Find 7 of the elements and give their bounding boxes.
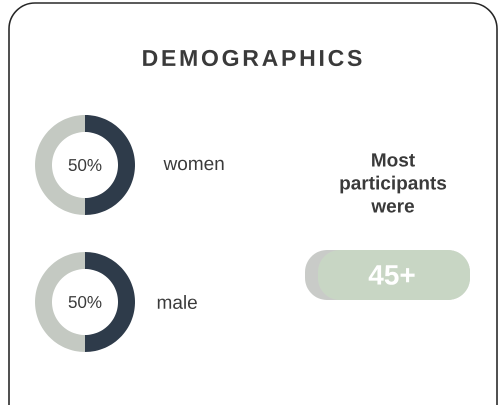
text: 45+ <box>368 265 415 285</box>
chart-title: DEMOGRAPHICS <box>143 50 362 66</box>
data-label: 50% <box>68 158 102 172</box>
data-label: 50% <box>68 296 102 308</box>
slice-label: women <box>164 160 224 170</box>
text: Most participants were <box>340 153 446 213</box>
slice-label: male <box>158 295 197 309</box>
